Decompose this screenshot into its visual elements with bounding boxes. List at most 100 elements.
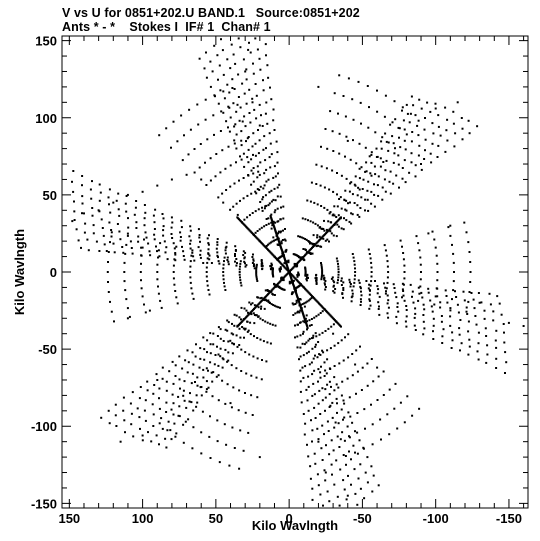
uv-point bbox=[467, 330, 470, 333]
uv-point bbox=[323, 375, 326, 377]
uv-point bbox=[200, 452, 203, 455]
uv-point bbox=[209, 60, 212, 63]
uv-point bbox=[270, 227, 273, 230]
uv-point bbox=[484, 327, 487, 330]
uv-point bbox=[401, 296, 403, 299]
uv-point bbox=[160, 417, 163, 420]
uv-point bbox=[385, 290, 387, 293]
uv-point bbox=[417, 299, 420, 302]
uv-point bbox=[433, 238, 436, 241]
uv-point bbox=[412, 301, 415, 304]
uv-point bbox=[251, 256, 254, 258]
uv-point bbox=[393, 100, 396, 103]
uv-point bbox=[242, 152, 245, 155]
uv-point bbox=[328, 212, 331, 215]
uv-point bbox=[171, 393, 174, 396]
uv-point bbox=[417, 154, 420, 157]
uv-point bbox=[454, 132, 457, 135]
uv-point bbox=[226, 58, 229, 61]
uv-point bbox=[224, 167, 227, 170]
uv-point bbox=[256, 176, 259, 179]
uv-point bbox=[263, 307, 266, 310]
uv-point bbox=[318, 389, 321, 392]
uv-point bbox=[467, 300, 470, 303]
uv-point bbox=[269, 142, 272, 145]
uv-point bbox=[139, 386, 142, 388]
uv-point bbox=[205, 266, 208, 269]
uv-point bbox=[392, 283, 395, 286]
uv-point bbox=[432, 330, 434, 333]
uv-point bbox=[253, 335, 255, 338]
uv-point bbox=[224, 289, 227, 291]
uv-point bbox=[242, 197, 245, 200]
uv-point bbox=[345, 219, 348, 222]
uv-point bbox=[100, 218, 103, 221]
uv-point bbox=[303, 343, 306, 346]
uv-point bbox=[369, 172, 372, 175]
uv-point bbox=[304, 238, 307, 240]
uv-point bbox=[105, 250, 108, 252]
uv-point bbox=[236, 325, 239, 328]
uv-point bbox=[158, 407, 161, 410]
uv-point bbox=[394, 382, 397, 385]
uv-point bbox=[306, 300, 309, 303]
uv-point bbox=[411, 131, 414, 133]
uv-point bbox=[257, 306, 260, 309]
uv-point bbox=[362, 178, 365, 181]
uv-point bbox=[277, 172, 279, 175]
uv-point bbox=[332, 150, 335, 152]
uv-point bbox=[383, 178, 386, 181]
uv-point bbox=[350, 212, 353, 215]
uv-point bbox=[444, 106, 447, 109]
uv-point bbox=[368, 253, 371, 255]
uv-point bbox=[323, 361, 326, 364]
uv-point bbox=[338, 74, 341, 77]
uv-point bbox=[190, 287, 193, 290]
uv-point bbox=[244, 125, 247, 128]
uv-point bbox=[297, 271, 300, 274]
uv-point bbox=[222, 73, 225, 76]
uv-point bbox=[316, 236, 319, 239]
uv-point bbox=[260, 261, 263, 264]
uv-point bbox=[141, 439, 144, 442]
uv-point bbox=[180, 114, 183, 117]
uv-point bbox=[256, 188, 259, 191]
uv-point bbox=[317, 341, 320, 343]
uv-point bbox=[153, 238, 156, 241]
uv-point bbox=[368, 293, 371, 296]
uv-point bbox=[199, 357, 202, 360]
uv-point bbox=[194, 355, 197, 358]
uv-point bbox=[333, 344, 336, 347]
uv-point bbox=[424, 138, 427, 141]
uv-point bbox=[348, 450, 350, 453]
uv-point bbox=[332, 290, 335, 293]
uv-point bbox=[189, 265, 192, 268]
uv-point bbox=[238, 316, 241, 319]
uv-point bbox=[277, 230, 280, 233]
uv-point bbox=[324, 471, 327, 474]
uv-point bbox=[182, 394, 185, 397]
uv-point bbox=[408, 121, 411, 124]
uv-point bbox=[410, 95, 413, 98]
uv-point bbox=[267, 299, 270, 302]
uv-point bbox=[336, 411, 338, 414]
uv-point bbox=[240, 144, 243, 147]
uv-point bbox=[212, 343, 215, 346]
uv-point bbox=[338, 504, 341, 507]
uv-point bbox=[83, 231, 86, 234]
uv-point bbox=[303, 433, 306, 436]
uv-point bbox=[360, 300, 362, 303]
uv-point bbox=[272, 119, 275, 122]
uv-point bbox=[336, 223, 339, 226]
uv-point bbox=[453, 271, 455, 273]
uv-point bbox=[212, 114, 215, 117]
uv-point bbox=[260, 263, 263, 266]
uv-point bbox=[331, 473, 333, 476]
uv-point bbox=[338, 446, 341, 448]
uv-point bbox=[315, 315, 318, 318]
uv-point bbox=[306, 443, 308, 446]
uv-point bbox=[386, 312, 389, 315]
uv-point bbox=[217, 78, 219, 81]
uv-point bbox=[192, 409, 195, 412]
uv-point bbox=[460, 342, 463, 345]
